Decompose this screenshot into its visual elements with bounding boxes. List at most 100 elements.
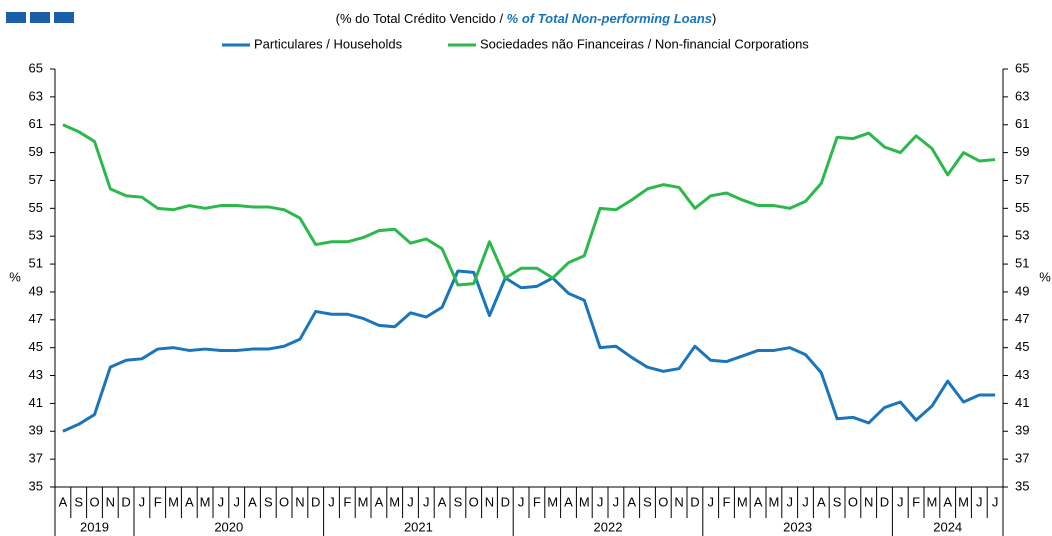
y2-axis-label: % (1039, 269, 1051, 284)
x-tick-label: S (833, 494, 842, 509)
y-tick-label: 57 (29, 172, 43, 187)
x-tick-label: J (897, 494, 904, 509)
x-tick-label: N (295, 494, 304, 509)
x-tick-label: F (723, 494, 731, 509)
x-tick-label: D (690, 494, 699, 509)
year-label: 2019 (80, 519, 109, 534)
y2-tick-label: 39 (1015, 423, 1029, 438)
title-en: % of Total Non-performing Loans (507, 11, 712, 26)
x-tick-label: S (643, 494, 652, 509)
x-tick-label: S (264, 494, 273, 509)
y-tick-label: 49 (29, 283, 43, 298)
x-tick-label: J (976, 494, 983, 509)
x-tick-label: A (564, 494, 573, 509)
y-tick-label: 61 (29, 116, 43, 131)
x-tick-label: S (74, 494, 83, 509)
x-tick-label: M (389, 494, 400, 509)
title-end: ) (712, 11, 716, 26)
y-tick-label: 59 (29, 144, 43, 159)
x-tick-label: D (121, 494, 130, 509)
x-tick-label: M (926, 494, 937, 509)
y2-tick-label: 59 (1015, 144, 1029, 159)
x-tick-label: J (597, 494, 604, 509)
x-tick-label: M (358, 494, 369, 509)
year-label: 2023 (783, 519, 812, 534)
y2-tick-label: 45 (1015, 339, 1029, 354)
series-line (62, 123, 996, 287)
x-tick-label: A (248, 494, 257, 509)
x-tick-label: O (89, 494, 99, 509)
x-tick-label: M (737, 494, 748, 509)
legend-label: Particulares / Households (254, 36, 403, 51)
y2-tick-label: 43 (1015, 367, 1029, 382)
chart-title: (% do Total Crédito Vencido / % of Total… (336, 11, 717, 26)
x-tick-label: D (880, 494, 889, 509)
year-label: 2021 (404, 519, 433, 534)
y-tick-label: 35 (29, 478, 43, 493)
x-tick-label: D (501, 494, 510, 509)
x-tick-label: J (992, 494, 999, 509)
x-tick-label: F (533, 494, 541, 509)
x-tick-label: A (375, 494, 384, 509)
y-tick-label: 43 (29, 367, 43, 382)
y2-tick-label: 41 (1015, 395, 1029, 410)
x-tick-label: F (912, 494, 920, 509)
y2-tick-label: 57 (1015, 172, 1029, 187)
x-tick-label: S (454, 494, 463, 509)
x-tick-label: J (518, 494, 525, 509)
x-tick-label: F (343, 494, 351, 509)
x-tick-label: A (817, 494, 826, 509)
y-tick-label: 53 (29, 228, 43, 243)
x-tick-label: A (59, 494, 68, 509)
x-tick-label: F (154, 494, 162, 509)
y-tick-label: 45 (29, 339, 43, 354)
legend-label: Sociedades não Financeiras / Non-financi… (480, 36, 809, 51)
x-tick-label: J (786, 494, 793, 509)
y-tick-label: 39 (29, 423, 43, 438)
y2-tick-label: 49 (1015, 283, 1029, 298)
logo-block (30, 12, 50, 23)
y2-tick-label: 65 (1015, 60, 1029, 75)
x-tick-label: N (485, 494, 494, 509)
x-tick-label: J (423, 494, 430, 509)
x-tick-label: A (943, 494, 952, 509)
x-tick-label: M (200, 494, 211, 509)
x-tick-label: N (106, 494, 115, 509)
logo-block (54, 12, 74, 23)
series-line (62, 269, 996, 433)
x-tick-label: A (754, 494, 763, 509)
x-tick-label: J (139, 494, 146, 509)
x-tick-label: M (547, 494, 558, 509)
y2-tick-label: 53 (1015, 228, 1029, 243)
y2-tick-label: 55 (1015, 200, 1029, 215)
x-tick-label: N (864, 494, 873, 509)
y2-tick-label: 61 (1015, 116, 1029, 131)
x-tick-label: A (185, 494, 194, 509)
y2-tick-label: 35 (1015, 478, 1029, 493)
year-label: 2022 (594, 519, 623, 534)
y2-tick-label: 37 (1015, 451, 1029, 466)
x-tick-label: J (407, 494, 414, 509)
x-tick-label: D (311, 494, 320, 509)
y-axis-label: % (9, 269, 21, 284)
x-tick-label: J (218, 494, 225, 509)
y-tick-label: 65 (29, 60, 43, 75)
x-tick-label: M (958, 494, 969, 509)
x-tick-label: O (469, 494, 479, 509)
x-tick-label: M (768, 494, 779, 509)
x-tick-label: M (168, 494, 179, 509)
logo-block (6, 12, 26, 23)
x-tick-label: A (627, 494, 636, 509)
y-tick-label: 47 (29, 311, 43, 326)
y-tick-label: 55 (29, 200, 43, 215)
y-tick-label: 51 (29, 256, 43, 271)
x-tick-label: A (438, 494, 447, 509)
y-tick-label: 41 (29, 395, 43, 410)
x-tick-label: O (658, 494, 668, 509)
x-tick-label: J (233, 494, 240, 509)
x-tick-label: J (707, 494, 714, 509)
y-tick-label: 37 (29, 451, 43, 466)
year-label: 2020 (214, 519, 243, 534)
x-tick-label: O (279, 494, 289, 509)
